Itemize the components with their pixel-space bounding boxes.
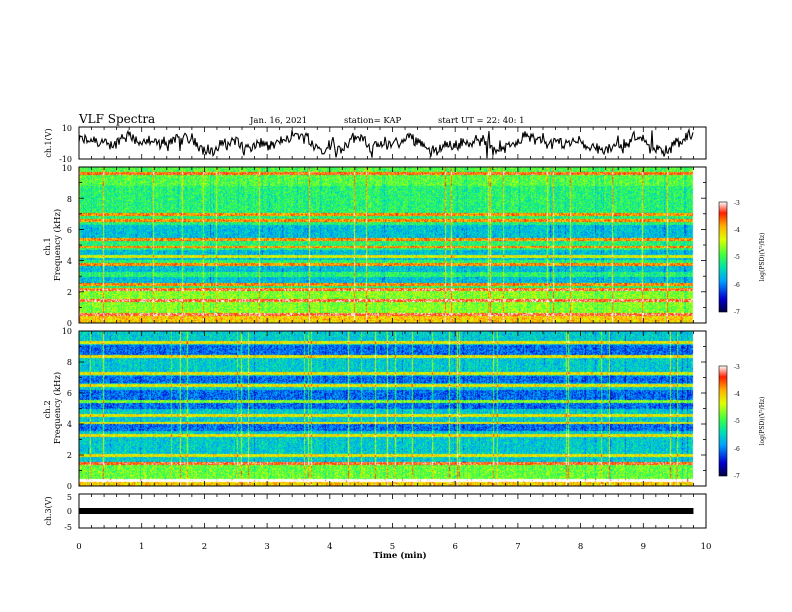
ch3-signal-trace bbox=[79, 508, 694, 514]
ch2-ytick-8: 8 bbox=[67, 358, 72, 367]
ch1-ytick-6: 6 bbox=[67, 226, 72, 235]
ch2-ytick-0: 0 bbox=[67, 482, 72, 491]
ch1-colorbar: -3 -4 -5 -6 -7 log(PSD)(V²/Hz) bbox=[718, 200, 766, 316]
ch1-cbar-tick-4: -4 bbox=[734, 227, 740, 234]
xtick-3: 3 bbox=[264, 542, 269, 552]
ch1-spectrogram-ylabel: ch.1 Frequency (kHz) bbox=[43, 209, 63, 281]
ch1-ytick-0: 0 bbox=[67, 319, 72, 328]
ch1-spectrogram-canvas bbox=[79, 167, 706, 323]
ch3-signal-ticks bbox=[78, 494, 707, 528]
x-axis-title: Time (min) bbox=[373, 550, 426, 561]
ch2-spectrogram-canvas bbox=[79, 331, 706, 486]
x-axis-labels: 0 1 2 3 4 5 6 7 8 9 10 Time (min) bbox=[76, 542, 711, 561]
xtick-9: 9 bbox=[641, 542, 646, 552]
ch2-ytick-2: 2 bbox=[67, 451, 72, 460]
ch2-cbar-tick-3: -3 bbox=[734, 364, 740, 371]
ch1-spectrogram-ticks bbox=[78, 166, 707, 324]
ch1-colorbar-gradient bbox=[718, 201, 728, 313]
xtick-4: 4 bbox=[327, 542, 332, 552]
ch2-spectrogram-panel: 0 2 4 6 8 10 ch.2 Frequency (kHz) bbox=[43, 327, 707, 491]
ch1-waveform-ytick-bottom: -10 bbox=[59, 155, 72, 164]
ch1-ylabel-line1: ch.1 bbox=[43, 237, 53, 255]
xtick-1: 1 bbox=[139, 542, 144, 552]
ch2-ytick-6: 6 bbox=[67, 389, 72, 398]
station-label: station= KAP bbox=[344, 116, 402, 126]
ch1-cbar-tick-7: -7 bbox=[734, 309, 740, 316]
xtick-6: 6 bbox=[452, 542, 457, 552]
xtick-2: 2 bbox=[202, 542, 207, 552]
ch2-cbar-tick-6: -6 bbox=[734, 446, 740, 453]
ch1-waveform-ticks bbox=[78, 127, 707, 159]
ch1-ytick-4: 4 bbox=[67, 257, 72, 266]
ch2-ylabel-line1: ch.2 bbox=[43, 400, 53, 418]
ch1-colorbar-label: log(PSD)(V²/Hz) bbox=[759, 233, 766, 282]
xtick-5: 5 bbox=[390, 542, 395, 552]
ch1-ytick-2: 2 bbox=[67, 288, 72, 297]
ch3-signal-panel: 5 0 -5 ch.3(V) bbox=[44, 493, 707, 532]
xtick-0: 0 bbox=[76, 542, 81, 552]
ch1-waveform-ytick-top: 10 bbox=[62, 124, 72, 133]
ch2-cbar-tick-7: -7 bbox=[734, 473, 740, 480]
ch1-waveform-panel: 10 -10 ch.1(V) bbox=[44, 124, 707, 164]
ch2-ylabel-line2: Frequency (kHz) bbox=[52, 372, 63, 444]
ch2-colorbar-gradient bbox=[718, 365, 728, 477]
xtick-7: 7 bbox=[515, 542, 520, 552]
ch1-ytick-10: 10 bbox=[62, 164, 72, 173]
ch3-ytick-5: 5 bbox=[67, 493, 72, 502]
ch2-spectrogram-ylabel: ch.2 Frequency (kHz) bbox=[43, 372, 63, 444]
ch1-ylabel-line2: Frequency (kHz) bbox=[52, 209, 63, 281]
ch2-cbar-tick-4: -4 bbox=[734, 391, 740, 398]
start-time-label: start UT = 22: 40: 1 bbox=[438, 116, 525, 126]
ch2-ytick-4: 4 bbox=[67, 420, 72, 429]
ch3-ytick-neg5: -5 bbox=[64, 523, 72, 532]
date-label: Jan. 16, 2021 bbox=[249, 116, 307, 126]
ch1-waveform-line bbox=[78, 127, 694, 159]
ch2-colorbar-label: log(PSD)(V²/Hz) bbox=[759, 397, 766, 446]
ch1-waveform-ylabel: ch.1(V) bbox=[44, 128, 53, 157]
ch1-cbar-tick-6: -6 bbox=[734, 282, 740, 289]
ch1-ytick-8: 8 bbox=[67, 195, 72, 204]
ch1-cbar-tick-5: -5 bbox=[734, 254, 740, 261]
ch2-spectrogram-ticks bbox=[78, 330, 707, 487]
xtick-8: 8 bbox=[578, 542, 583, 552]
xtick-10: 10 bbox=[701, 542, 712, 552]
figure-title: VLF Spectra bbox=[78, 112, 155, 126]
ch2-cbar-tick-5: -5 bbox=[734, 418, 740, 425]
ch3-ytick-0: 0 bbox=[67, 507, 72, 516]
ch2-colorbar: -3 -4 -5 -6 -7 log(PSD)(V²/Hz) bbox=[718, 364, 766, 480]
ch1-cbar-tick-3: -3 bbox=[734, 200, 740, 207]
ch2-ytick-10: 10 bbox=[62, 327, 72, 336]
ch1-spectrogram-panel: 0 2 4 6 8 10 ch.1 Frequency (kHz) bbox=[43, 164, 707, 328]
ch3-signal-ylabel: ch.3(V) bbox=[44, 496, 53, 525]
